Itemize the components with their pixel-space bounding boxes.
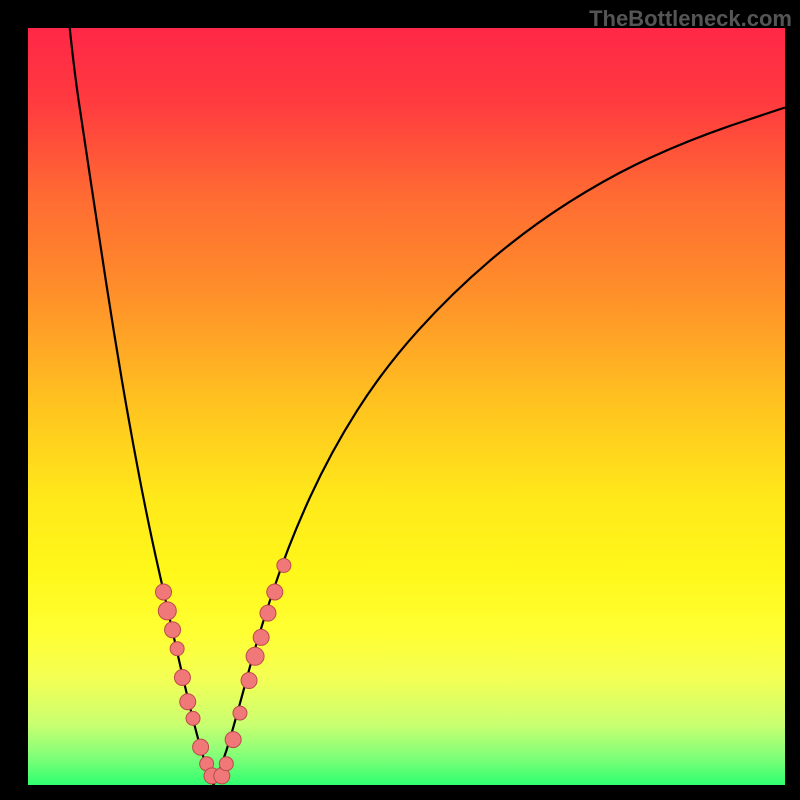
chart-container: TheBottleneck.com <box>0 0 800 800</box>
data-dot <box>158 602 176 620</box>
data-dot <box>233 706 247 720</box>
data-dot <box>267 584 283 600</box>
curve-left <box>67 5 213 785</box>
data-dot <box>241 673 257 689</box>
data-dot <box>186 711 200 725</box>
data-dot <box>193 739 209 755</box>
data-dot <box>156 584 172 600</box>
data-dot <box>165 622 181 638</box>
curve-right <box>213 107 785 785</box>
data-dot <box>246 647 264 665</box>
data-dot <box>260 605 276 621</box>
chart-svg <box>0 0 800 800</box>
data-dot <box>225 732 241 748</box>
data-dot <box>174 670 190 686</box>
data-dot <box>170 642 184 656</box>
data-dot <box>253 629 269 645</box>
watermark-text: TheBottleneck.com <box>589 6 792 32</box>
data-dot <box>180 694 196 710</box>
data-dot <box>277 558 291 572</box>
data-dot <box>219 757 233 771</box>
